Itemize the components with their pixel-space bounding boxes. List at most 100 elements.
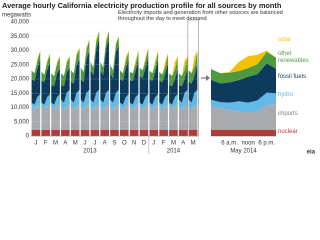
- month-area: [139, 94, 149, 110]
- month-area: [159, 62, 168, 105]
- month-area: [169, 104, 178, 130]
- x-tick-label: noon: [241, 141, 254, 147]
- x-tick-label: 6 p.m.: [258, 141, 275, 147]
- month-area: [90, 39, 100, 103]
- month-area: [129, 129, 139, 136]
- month-area: [139, 129, 149, 136]
- x-tick-label: O: [122, 141, 127, 147]
- highlight-box: [187, 19, 199, 137]
- month-area: [178, 89, 188, 110]
- month-area: [90, 31, 100, 76]
- month-area: [149, 59, 159, 105]
- month-area: [51, 94, 60, 110]
- month-area: [178, 56, 188, 77]
- month-area: [149, 94, 159, 110]
- month-area: [61, 56, 70, 77]
- legend-label: other renewables: [278, 51, 309, 64]
- month-area: [100, 104, 109, 130]
- y-tick-label: 25,000: [11, 62, 30, 68]
- legend-label: solar: [278, 37, 292, 43]
- month-area: [129, 104, 139, 130]
- month-area: [188, 51, 198, 84]
- month-area: [169, 129, 178, 136]
- month-area: [70, 59, 80, 103]
- month-area: [70, 48, 80, 84]
- month-area: [31, 94, 41, 110]
- month-area: [139, 48, 149, 79]
- month-area: [51, 56, 60, 77]
- month-area: [41, 62, 51, 105]
- x-tick-label: A: [103, 141, 107, 147]
- month-area: [120, 129, 129, 136]
- month-area: [120, 104, 129, 130]
- chart-title: Average hourly California electricity pr…: [2, 1, 282, 10]
- y-tick-label: 15,000: [11, 91, 30, 97]
- grid: [31, 21, 198, 137]
- legend-label: imports: [278, 110, 298, 117]
- hourly-area: [211, 51, 276, 84]
- month-area: [80, 39, 90, 72]
- month-area: [110, 36, 119, 79]
- month-area: [188, 129, 198, 136]
- arrow-head: [206, 75, 210, 81]
- legend-label: fossil fuels: [278, 73, 307, 80]
- month-area: [51, 56, 60, 87]
- x-tick-label: A: [63, 141, 67, 147]
- month-area: [70, 89, 80, 110]
- month-area: [129, 59, 139, 105]
- legend-label: nuclear: [278, 129, 298, 135]
- month-area: [51, 68, 60, 105]
- x-tick-label: N: [132, 141, 136, 147]
- month-area: [110, 104, 119, 130]
- x-tick-label: J: [84, 141, 87, 147]
- month-area: [178, 69, 188, 103]
- month-area: [61, 89, 70, 110]
- month-area: [61, 104, 70, 130]
- month-area: [120, 51, 129, 81]
- month-area: [80, 89, 90, 110]
- month-area: [90, 104, 100, 130]
- month-area: [159, 53, 168, 75]
- y-tick-label: 40,000: [11, 20, 30, 26]
- month-area: [80, 51, 90, 103]
- y-tick-label: 5,000: [14, 119, 30, 125]
- month-area: [149, 129, 159, 136]
- month-area: [139, 56, 149, 105]
- month-area: [120, 94, 129, 110]
- month-area: [70, 129, 80, 136]
- month-area: [61, 129, 70, 136]
- x-tick-label: J: [152, 141, 155, 147]
- month-area: [100, 31, 109, 76]
- month-area: [188, 104, 198, 130]
- month-area: [70, 47, 80, 74]
- month-area: [120, 59, 129, 105]
- month-area: [110, 89, 119, 110]
- month-area: [90, 89, 100, 110]
- month-area: [31, 51, 41, 81]
- month-area: [169, 94, 178, 110]
- month-area: [159, 94, 168, 110]
- y-tick-label: 0: [26, 134, 30, 140]
- month-area: [100, 89, 109, 110]
- hourly-area: [211, 104, 276, 130]
- month-area: [188, 63, 198, 103]
- x-tick-label: S: [112, 141, 116, 147]
- month-area: [61, 56, 70, 87]
- x-tick-label: J: [34, 141, 37, 147]
- month-area: [100, 39, 109, 103]
- legend-label: hydro: [278, 92, 294, 99]
- x-tick-label: M: [53, 141, 58, 147]
- x-tick-label: F: [162, 141, 166, 147]
- chart: Average hourly California electricity pr…: [2, 1, 316, 156]
- month-area: [159, 104, 168, 130]
- month-area: [159, 54, 168, 83]
- month-area: [41, 104, 51, 130]
- month-area: [51, 104, 60, 130]
- month-area: [41, 129, 51, 136]
- month-area: [149, 51, 159, 81]
- source-logo: eia: [307, 150, 316, 156]
- y-tick-label: 35,000: [11, 34, 30, 40]
- month-area: [41, 53, 51, 83]
- x-tick-label: J: [93, 141, 96, 147]
- month-area: [139, 104, 149, 130]
